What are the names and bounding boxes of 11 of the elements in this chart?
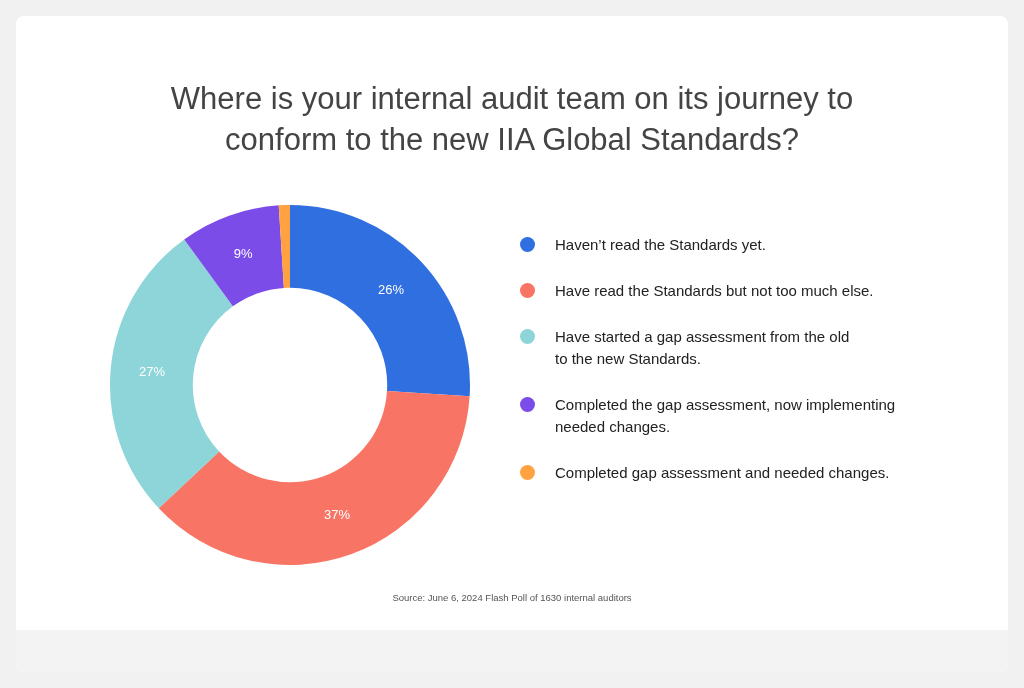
data-label: 9% xyxy=(233,246,253,262)
data-label: 26% xyxy=(378,281,405,297)
legend-label: Have read the Standards but not too much else. xyxy=(555,281,874,301)
legend-label: Completed the gap assessment, now implementing needed changes. xyxy=(555,395,897,437)
data-label: 37% xyxy=(323,506,351,522)
data-label: 27% xyxy=(139,363,166,379)
chart-title: Where is your internal audit team on its journey to conform to the new IIA Global Standards? xyxy=(169,80,855,159)
legend-label: Haven’t read the Standards yet. xyxy=(555,235,766,255)
legend-label: Have started a gap assessment from the old to the new Standards. xyxy=(555,327,851,369)
legend-label: Completed gap assessment and needed changes. xyxy=(555,463,890,483)
source-note: Source: June 6, 2024 Flash Poll of 1630 internal auditors xyxy=(391,592,633,603)
